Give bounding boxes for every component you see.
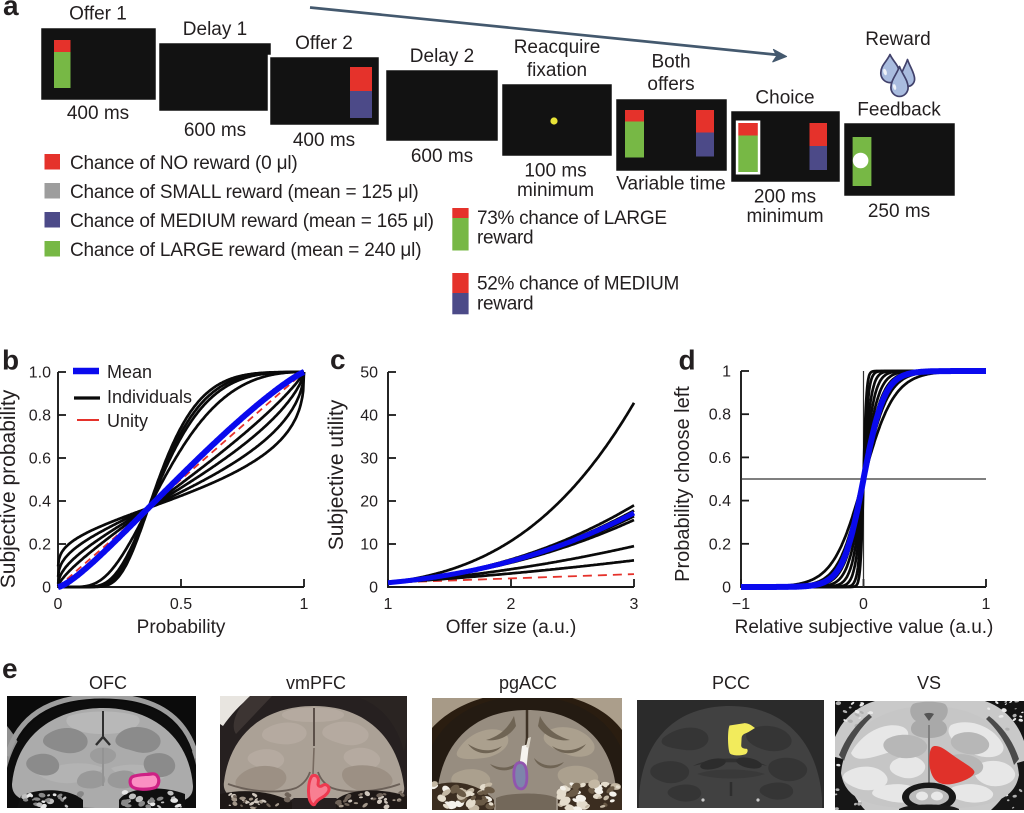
svg-text:reward: reward [477,294,533,315]
svg-text:Individuals: Individuals [107,387,192,407]
svg-text:Choice: Choice [755,88,814,109]
svg-text:Reacquire: Reacquire [514,37,601,58]
svg-text:Chance of NO reward (0 μl): Chance of NO reward (0 μl) [70,153,298,174]
svg-text:1: 1 [722,364,731,381]
svg-text:Offer 1: Offer 1 [69,4,127,25]
svg-text:Subjective probability: Subjective probability [0,389,20,588]
svg-text:0.4: 0.4 [29,494,51,511]
svg-text:Reward: Reward [865,29,930,50]
svg-text:Variable time: Variable time [616,174,725,195]
svg-text:pgACC: pgACC [499,673,557,693]
svg-text:400 ms: 400 ms [67,103,129,124]
svg-text:0.6: 0.6 [29,451,51,468]
svg-text:minimum: minimum [746,206,823,227]
svg-text:Offer size (a.u.): Offer size (a.u.) [446,617,577,638]
svg-text:1.0: 1.0 [29,365,51,382]
svg-text:2: 2 [507,596,516,613]
svg-text:0.4: 0.4 [709,493,731,510]
svg-text:minimum: minimum [517,180,594,201]
svg-text:3: 3 [630,596,639,613]
svg-text:Delay 1: Delay 1 [183,19,247,40]
svg-text:1: 1 [982,596,991,613]
svg-text:−1: −1 [732,596,750,613]
svg-text:600 ms: 600 ms [184,120,246,141]
svg-text:d: d [679,345,696,376]
svg-text:0: 0 [369,580,378,597]
svg-text:250 ms: 250 ms [868,201,930,222]
svg-text:Unity: Unity [107,411,148,431]
svg-text:0: 0 [859,596,868,613]
svg-text:OFC: OFC [89,673,127,693]
svg-text:0: 0 [42,580,51,597]
svg-text:offers: offers [647,74,694,95]
svg-text:Chance of SMALL reward (mean =: Chance of SMALL reward (mean = 125 μl) [70,182,419,203]
svg-text:Delay 2: Delay 2 [410,46,474,67]
svg-text:73% chance of LARGE: 73% chance of LARGE [477,208,667,229]
svg-text:Chance of LARGE reward (mean =: Chance of LARGE reward (mean = 240 μl) [70,240,421,261]
svg-text:0.6: 0.6 [709,450,731,467]
svg-text:c: c [330,344,346,375]
svg-text:Subjective utility: Subjective utility [325,399,348,550]
svg-text:Mean: Mean [107,362,152,382]
svg-text:Offer 2: Offer 2 [295,33,353,54]
svg-text:0: 0 [722,580,731,597]
svg-text:100 ms: 100 ms [524,161,586,182]
svg-text:10: 10 [360,537,378,554]
svg-text:PCC: PCC [712,673,750,693]
svg-text:0.2: 0.2 [709,536,731,553]
svg-text:a: a [3,0,19,21]
svg-text:Probability choose left: Probability choose left [672,386,694,582]
svg-text:600 ms: 600 ms [411,146,473,167]
svg-text:vmPFC: vmPFC [286,673,346,693]
svg-text:0.8: 0.8 [29,408,51,425]
svg-text:1: 1 [300,596,309,613]
svg-text:0.8: 0.8 [709,407,731,424]
svg-text:0: 0 [54,596,63,613]
svg-text:400 ms: 400 ms [293,130,355,151]
svg-text:reward: reward [477,228,533,249]
svg-text:Chance of MEDIUM reward (mean: Chance of MEDIUM reward (mean = 165 μl) [70,211,434,232]
svg-text:Probability: Probability [137,617,226,638]
svg-text:200 ms: 200 ms [754,187,816,208]
svg-text:fixation: fixation [527,60,587,81]
svg-text:e: e [2,653,18,684]
svg-text:Relative subjective value (a.u: Relative subjective value (a.u.) [735,617,994,638]
svg-text:20: 20 [360,494,378,511]
svg-text:0.5: 0.5 [170,596,192,613]
svg-text:Both: Both [651,52,690,73]
svg-text:40: 40 [360,408,378,425]
svg-text:30: 30 [360,451,378,468]
svg-text:Feedback: Feedback [857,100,941,121]
svg-text:b: b [2,345,19,376]
svg-text:1: 1 [384,596,393,613]
svg-text:52% chance of MEDIUM: 52% chance of MEDIUM [477,274,679,295]
svg-text:VS: VS [917,673,941,693]
svg-text:0.2: 0.2 [29,537,51,554]
svg-text:50: 50 [360,365,378,382]
